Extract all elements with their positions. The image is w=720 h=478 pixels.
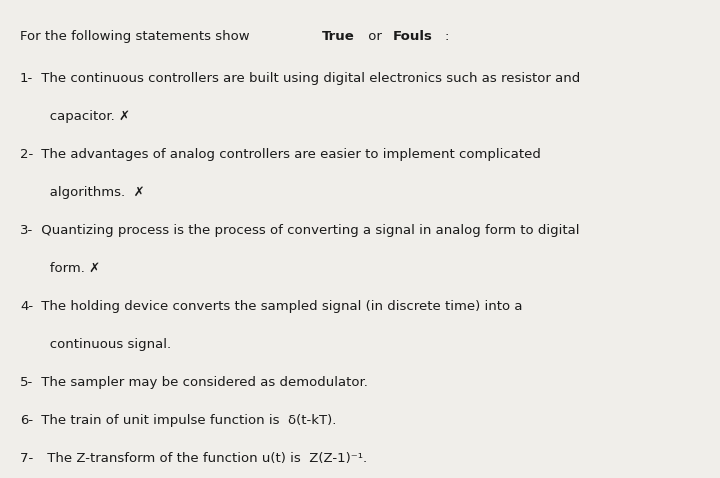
Text: 3-: 3-: [20, 224, 33, 237]
Text: For the following statements show: For the following statements show: [20, 30, 254, 43]
Text: capacitor. ✗: capacitor. ✗: [37, 110, 130, 123]
Text: continuous signal.: continuous signal.: [37, 338, 171, 351]
Text: 6-: 6-: [20, 414, 33, 427]
Text: form. ✗: form. ✗: [37, 262, 100, 275]
Text: Fouls: Fouls: [392, 30, 433, 43]
Text: :: :: [444, 30, 449, 43]
Text: The train of unit impulse function is  δ(t-kT).: The train of unit impulse function is δ(…: [37, 414, 336, 427]
Text: 5-: 5-: [20, 376, 33, 389]
Text: True: True: [322, 30, 354, 43]
Text: 2-: 2-: [20, 148, 33, 161]
Text: The Z-transform of the function u(t) is  Z(Z-1)⁻¹.: The Z-transform of the function u(t) is …: [42, 452, 366, 465]
Text: Quantizing process is the process of converting a signal in analog form to digit: Quantizing process is the process of con…: [37, 224, 580, 237]
Text: The holding device converts the sampled signal (in discrete time) into a: The holding device converts the sampled …: [37, 300, 523, 313]
Text: or: or: [364, 30, 386, 43]
Text: The advantages of analog controllers are easier to implement complicated: The advantages of analog controllers are…: [37, 148, 541, 161]
Text: 4-: 4-: [20, 300, 33, 313]
Text: 1-: 1-: [20, 72, 33, 85]
Text: algorithms.  ✗: algorithms. ✗: [37, 186, 145, 199]
Text: The continuous controllers are built using digital electronics such as resistor : The continuous controllers are built usi…: [37, 72, 580, 85]
Text: The sampler may be considered as demodulator.: The sampler may be considered as demodul…: [37, 376, 368, 389]
Text: 7-: 7-: [20, 452, 37, 465]
